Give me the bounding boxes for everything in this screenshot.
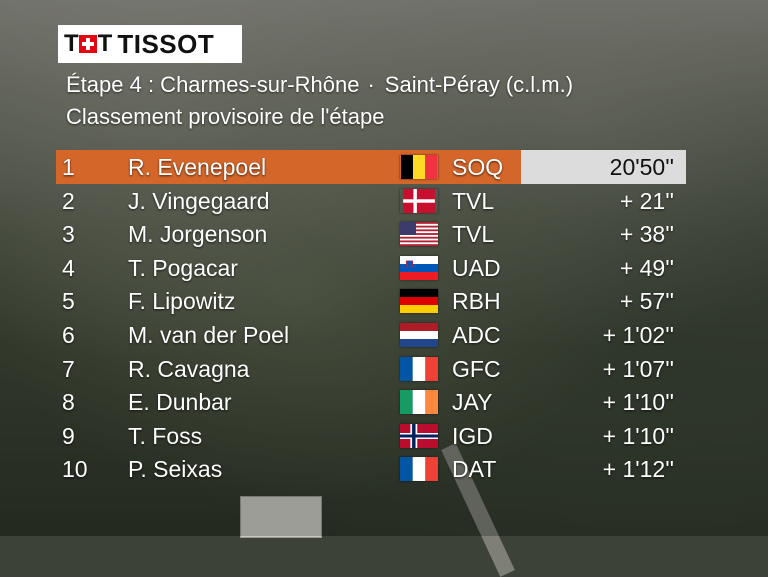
background-dim xyxy=(0,0,768,536)
rider-name: T. Pogacar xyxy=(128,254,238,281)
rider-time: 20'50'' xyxy=(609,154,674,180)
rider-name: M. van der Poel xyxy=(128,321,290,348)
rider-time: + 1'10'' xyxy=(602,422,674,449)
rider-name: J. Vingegaard xyxy=(128,187,270,214)
stage-end: Saint-Péray (c.l.m.) xyxy=(384,72,574,97)
standings-row-leader: 1 R. Evenepoel SOQ 20'50'' xyxy=(56,150,686,184)
standings-row: 5 F. Lipowitz RBH + 57'' xyxy=(56,284,686,318)
building xyxy=(240,496,322,538)
flag-france-icon xyxy=(400,356,438,381)
standings-row: 2 J. Vingegaard TVL + 21'' xyxy=(56,184,686,218)
standings-row: 3 M. Jorgenson TVL + 38'' xyxy=(56,217,686,251)
rider-rank: 1 xyxy=(62,154,75,180)
rider-rank: 10 xyxy=(62,456,88,483)
rider-rank: 8 xyxy=(62,389,75,416)
rider-rank: 3 xyxy=(62,221,75,248)
standings-row: 4 T. Pogacar UAD + 49'' xyxy=(56,251,686,285)
rider-time: + 1'02'' xyxy=(602,321,674,348)
rider-rank: 6 xyxy=(62,321,75,348)
flag-netherlands-icon xyxy=(400,322,438,347)
rider-name: P. Seixas xyxy=(128,456,223,483)
standings-row: 9 T. Foss IGD + 1'10'' xyxy=(56,419,686,453)
stage-label: Étape 4 : Charmes-sur-Rhône xyxy=(66,72,360,97)
team-code: IGD xyxy=(452,422,493,449)
flag-france-icon xyxy=(400,457,438,482)
team-code: GFC xyxy=(452,355,501,382)
rider-time: + 1'07'' xyxy=(602,355,674,382)
team-code: ADC xyxy=(452,321,501,348)
rider-time: + 49'' xyxy=(619,254,674,281)
flag-belgium-icon xyxy=(400,155,438,179)
rider-name: R. Evenepoel xyxy=(128,154,267,180)
rider-rank: 4 xyxy=(62,254,75,281)
rider-name: T. Foss xyxy=(128,422,203,449)
standings-row: 8 E. Dunbar JAY + 1'10'' xyxy=(56,385,686,419)
team-code: TVL xyxy=(452,221,495,248)
flag-germany-icon xyxy=(400,289,438,314)
rider-time: + 57'' xyxy=(619,288,674,315)
rider-time: + 38'' xyxy=(619,221,674,248)
team-code: DAT xyxy=(452,456,497,483)
flag-denmark-icon xyxy=(400,188,438,213)
stage-title: Étape 4 : Charmes-sur-Rhône · Saint-Péray … xyxy=(66,72,573,98)
flag-norway-icon xyxy=(400,423,438,448)
stage-separator: · xyxy=(367,72,375,97)
rider-rank: 2 xyxy=(62,187,75,214)
rider-rank: 9 xyxy=(62,422,75,449)
team-code: TVL xyxy=(452,187,495,214)
rider-name: M. Jorgenson xyxy=(128,221,268,248)
standings-row: 6 M. van der Poel ADC + 1'02'' xyxy=(56,318,686,352)
rider-rank: 7 xyxy=(62,355,75,382)
leader-time-box xyxy=(521,150,686,184)
flag-slovenia-icon xyxy=(400,255,438,280)
rider-name: R. Cavagna xyxy=(128,355,250,382)
rider-rank: 5 xyxy=(62,288,75,315)
rider-time: + 1'10'' xyxy=(602,389,674,416)
rider-name: F. Lipowitz xyxy=(128,288,236,315)
team-code: JAY xyxy=(452,389,493,416)
rider-time: + 1'12'' xyxy=(602,456,674,483)
standings-row: 7 R. Cavagna GFC + 1'07'' xyxy=(56,352,686,386)
aerial-background xyxy=(0,0,768,536)
team-code: SOQ xyxy=(452,154,504,180)
brand-name: TISSOT xyxy=(117,28,215,59)
team-code: UAD xyxy=(452,254,501,281)
stage-subtitle: Classement provisoire de l'étape xyxy=(66,104,385,129)
standings-row: 10 P. Seixas DAT + 1'12'' xyxy=(56,452,686,486)
team-code: RBH xyxy=(452,288,501,315)
flag-ireland-icon xyxy=(400,390,438,415)
standings-table: 1 R. Evenepoel SOQ 20'50'' 2 J. Vingegaard TVL… xyxy=(56,150,686,486)
flag-usa-icon xyxy=(400,222,438,247)
rider-time: + 21'' xyxy=(619,187,674,214)
rider-name: E. Dunbar xyxy=(128,389,232,416)
